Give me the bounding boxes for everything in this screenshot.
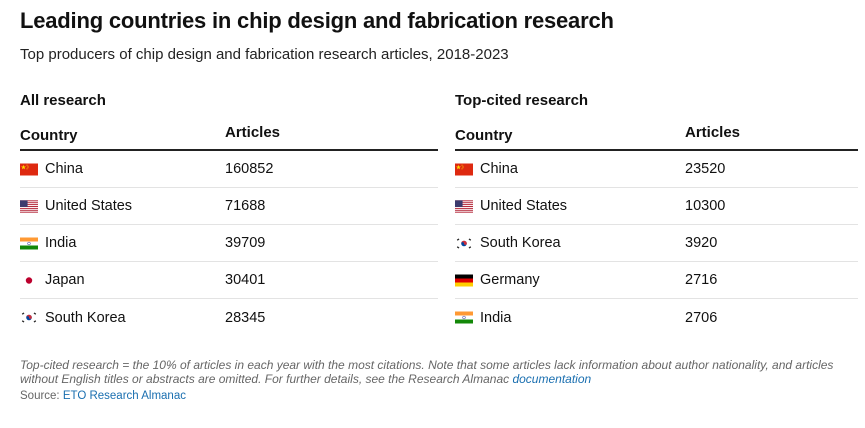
top-cited-rows: China 23520 United States 10300 South Korea 3… (455, 151, 858, 336)
country-name: South Korea (480, 235, 561, 251)
country-name: United States (480, 198, 568, 214)
articles-count: 39709 (225, 235, 266, 251)
country-column-header: Country (20, 127, 78, 144)
articles-count: 160852 (225, 161, 274, 177)
table-row: India 2706 (455, 299, 858, 336)
china-flag-icon (20, 163, 38, 176)
articles-count: 3920 (685, 235, 718, 251)
table-row: Germany 2716 (455, 262, 858, 299)
articles-count: 23520 (685, 161, 726, 177)
all-research-table: All research Country Articles China 16085… (20, 90, 438, 336)
table-row: United States 10300 (455, 188, 858, 225)
united-states-flag-icon (455, 199, 473, 213)
country-column-header: Country (455, 127, 513, 144)
table-row: South Korea 28345 (20, 299, 438, 336)
top-cited-table: Top-cited research Country Articles Chin… (455, 90, 858, 336)
table-row: China 160852 (20, 151, 438, 188)
articles-count: 30401 (225, 272, 266, 288)
country-cell: India (455, 310, 685, 326)
articles-column-header: Articles (225, 124, 281, 141)
country-cell: South Korea (455, 235, 685, 251)
articles-count: 28345 (225, 309, 266, 326)
germany-flag-icon (455, 274, 473, 287)
country-cell: United States (20, 198, 225, 214)
documentation-link[interactable]: documentation (512, 372, 592, 386)
footnote-text: Top-cited research = the 10% of articles… (20, 358, 834, 386)
country-name: Germany (480, 272, 540, 288)
all-research-rows: China 160852 United States 71688 India 39709 J… (20, 151, 438, 336)
india-flag-icon (455, 311, 473, 324)
table-header: Country Articles (455, 123, 858, 151)
country-name: China (480, 161, 518, 177)
india-flag-icon (20, 237, 38, 250)
country-cell: Japan (20, 272, 225, 288)
south-korea-flag-icon (455, 237, 473, 250)
chart-title: Leading countries in chip design and fab… (20, 8, 614, 33)
table-row: United States 71688 (20, 188, 438, 225)
table-row: China 23520 (455, 151, 858, 188)
country-name: India (480, 309, 512, 326)
table-row: South Korea 3920 (455, 225, 858, 262)
country-name: India (45, 235, 77, 251)
country-name: South Korea (45, 309, 126, 326)
chart-subtitle: Top producers of chip design and fabrica… (20, 46, 509, 63)
country-cell: Germany (455, 272, 685, 288)
articles-column-header: Articles (685, 124, 741, 141)
source-line: Source: ETO Research Almanac (20, 390, 186, 402)
table-row: Japan 30401 (20, 262, 438, 299)
articles-count: 71688 (225, 198, 266, 214)
articles-count: 2706 (685, 309, 718, 326)
country-name: Japan (45, 272, 85, 288)
eto-research-almanac-link[interactable]: ETO Research Almanac (62, 390, 186, 402)
japan-flag-icon (20, 274, 38, 287)
articles-count: 10300 (685, 198, 726, 214)
footnote: Top-cited research = the 10% of articles… (20, 358, 865, 386)
country-name: China (45, 161, 83, 177)
all-research-heading: All research (20, 92, 106, 109)
table-row: India 39709 (20, 225, 438, 262)
country-cell: India (20, 235, 225, 251)
country-cell: China (20, 161, 225, 177)
united-states-flag-icon (20, 199, 38, 213)
top-cited-heading: Top-cited research (455, 92, 589, 109)
china-flag-icon (455, 163, 473, 176)
country-cell: South Korea (20, 310, 225, 326)
table-header: Country Articles (20, 123, 438, 151)
articles-count: 2716 (685, 272, 718, 288)
country-cell: United States (455, 198, 685, 214)
source-prefix: Source: (20, 390, 63, 402)
country-name: United States (45, 198, 133, 214)
south-korea-flag-icon (20, 311, 38, 324)
country-cell: China (455, 161, 685, 177)
